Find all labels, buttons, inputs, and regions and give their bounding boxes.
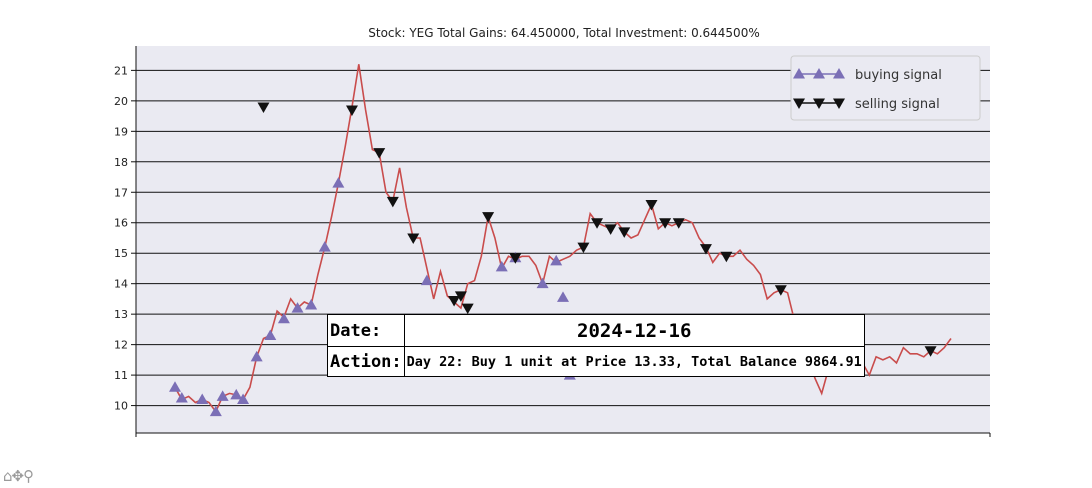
zoom-icon[interactable]: ⚲ xyxy=(23,467,34,485)
action-label: Action: xyxy=(327,346,405,377)
legend: buying signal selling signal xyxy=(790,55,981,121)
y-tick-label: 20 xyxy=(114,95,128,108)
price-line xyxy=(174,64,952,414)
legend-marker xyxy=(833,98,845,109)
buy-signal-marker xyxy=(169,381,181,392)
legend-marker xyxy=(813,68,825,79)
sell-signal-marker xyxy=(407,233,420,244)
buy-signal-marker xyxy=(237,393,250,404)
legend-marker xyxy=(793,98,805,109)
sell-signal-marker xyxy=(645,199,658,211)
sell-signal-marker xyxy=(448,295,461,307)
buy-signal-marker xyxy=(250,350,263,362)
date-label: Date: xyxy=(327,313,405,348)
y-tick-label: 13 xyxy=(114,308,128,321)
sell-signal-marker xyxy=(659,218,672,229)
buy-signal-marker xyxy=(264,329,277,340)
sell-signal-marker xyxy=(720,251,733,263)
sell-signal-marker xyxy=(509,253,522,264)
sell-signal-marker xyxy=(257,102,270,113)
y-tick-label: 10 xyxy=(114,400,128,413)
axes: 10 11 12 13 14 15 16 17 18 19 20 21 xyxy=(114,46,991,437)
buy-signal-marker xyxy=(277,312,290,324)
buy-signal-marker xyxy=(305,299,318,310)
buy-signal-marker xyxy=(209,405,222,417)
y-tick-label: 17 xyxy=(114,186,128,199)
sell-signal-marker xyxy=(577,242,590,254)
price-series xyxy=(174,64,952,414)
action-value: Day 22: Buy 1 unit at Price 13.33, Total… xyxy=(403,346,865,377)
sell-signal-marker xyxy=(482,212,495,223)
sell-signal-marker xyxy=(774,285,787,296)
y-tick-label: 19 xyxy=(114,125,128,138)
buy-signal-marker xyxy=(332,177,345,188)
y-tick-label: 21 xyxy=(114,64,128,77)
sell-signal-marker xyxy=(461,303,474,315)
buy-signal-marker xyxy=(175,391,188,403)
buy-signal-marker xyxy=(420,274,433,286)
y-tick-label: 14 xyxy=(114,278,128,291)
toolbar: ⌂✥⚲ xyxy=(3,467,34,485)
y-tick-label: 15 xyxy=(114,247,128,260)
legend-marker xyxy=(813,98,825,109)
y-tick-label: 11 xyxy=(114,369,128,382)
legend-label: buying signal xyxy=(855,68,942,83)
sell-signal-marker xyxy=(591,218,604,229)
buy-signal-marker xyxy=(318,241,331,252)
buy-signal-marker xyxy=(550,254,563,266)
buy-signal-marker xyxy=(495,260,508,272)
y-tick-label: 16 xyxy=(114,217,128,230)
info-tooltip: Date: 2024-12-16 Action: Day 22: Buy 1 u… xyxy=(327,313,865,377)
sell-signal-marker xyxy=(618,227,631,238)
buy-signal-marker xyxy=(291,302,304,313)
legend-marker xyxy=(833,68,845,79)
sell-signal-marker xyxy=(924,346,937,357)
pan-icon[interactable]: ✥ xyxy=(11,467,25,485)
buy-signal-marker xyxy=(557,291,569,302)
sell-signal-marker xyxy=(345,105,358,116)
buy-signal-marker xyxy=(230,388,243,400)
sell-signal-marker xyxy=(699,244,712,255)
legend-marker xyxy=(793,68,805,79)
sell-signal-marker xyxy=(672,218,685,229)
buy-signal-marker xyxy=(216,390,229,401)
y-tick-label: 18 xyxy=(114,156,128,169)
chart-title: Stock: YEG Total Gains: 64.450000, Total… xyxy=(368,26,759,40)
legend-label: selling signal xyxy=(855,97,940,112)
sell-signal-marker xyxy=(604,224,617,235)
buy-signal-marker xyxy=(536,277,549,289)
sell-signal-marker xyxy=(454,291,467,302)
y-tick-label: 12 xyxy=(114,339,128,352)
sell-signal-marker xyxy=(373,148,386,159)
sell-signal-marker xyxy=(386,196,399,208)
buy-signal-marker xyxy=(196,393,209,404)
home-icon[interactable]: ⌂ xyxy=(3,467,12,485)
date-value: 2024-12-16 xyxy=(403,313,865,348)
